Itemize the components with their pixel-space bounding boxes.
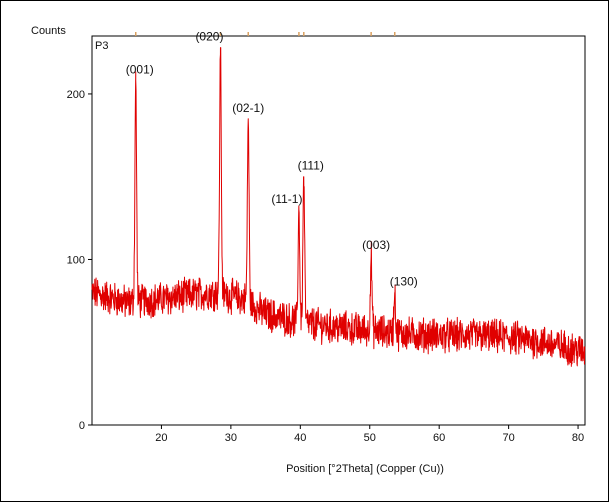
peak-label: (111): [298, 159, 324, 173]
peak-label: (11-1): [271, 192, 302, 206]
peak-labels: (001) (020) (02-1) (11-1) (111) (003) (130): [126, 30, 418, 289]
y-axis-ticks: 0 100 200: [67, 89, 92, 432]
plot-area: [91, 35, 586, 426]
peak-label: (020): [195, 30, 223, 44]
x-tick-label: 80: [572, 432, 584, 444]
x-axis-title: Position [°2Theta] (Copper (Cu)): [286, 463, 444, 475]
x-tick-label: 60: [433, 432, 445, 444]
y-axis-title: Counts: [31, 25, 66, 37]
x-tick-label: 50: [364, 432, 376, 444]
series-group: [91, 47, 586, 367]
x-tick-label: 20: [155, 432, 167, 444]
x-tick-label: 70: [502, 432, 514, 444]
y-tick-label: 0: [79, 420, 85, 432]
peak-label: (001): [126, 63, 154, 77]
x-tick-label: 40: [294, 432, 306, 444]
reference-markers: [134, 32, 396, 36]
peak-label: (003): [362, 238, 390, 252]
x-axis-ticks: 20 30 40 50 60 70 80: [155, 425, 584, 444]
peak-label: (130): [390, 275, 418, 289]
x-tick-label: 30: [225, 432, 237, 444]
y-tick-label: 100: [67, 254, 85, 266]
peak-label: (02-1): [232, 101, 264, 115]
series-line: [91, 47, 586, 367]
sample-label: P3: [95, 40, 108, 52]
y-tick-label: 200: [67, 89, 85, 101]
